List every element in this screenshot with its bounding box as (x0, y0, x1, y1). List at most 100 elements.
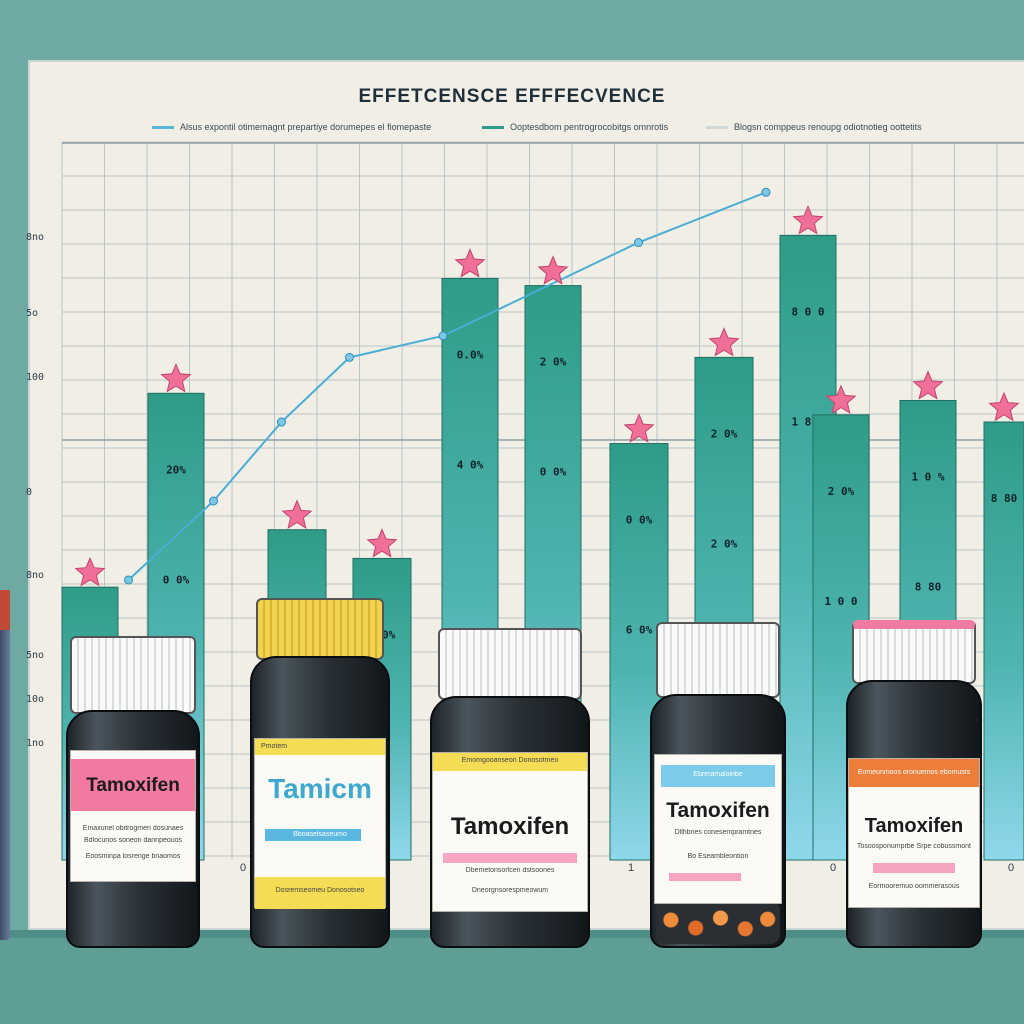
legend-label: Ooptesdbom pentrogrocobitgs omnrotis (510, 122, 669, 132)
label-fine-print: Bo Eseambleontion (687, 853, 749, 860)
bar-data-label: 0 0% (626, 514, 653, 527)
label-fine-print: Dllhbnes conesempramtnes (674, 829, 762, 836)
label-fine-print: Eoosminpa losrenge bnaomos (85, 853, 181, 860)
label-fine-print: Dneorgnsorespmeowum (471, 887, 549, 894)
star-marker (825, 384, 857, 415)
medicine-bottle: Eomeunmoos oronuemos ebomusts Tamoxifen … (846, 620, 982, 948)
pills (656, 904, 780, 944)
label-fine-print: Bdlocunos soneon dannpeouos (83, 837, 183, 844)
bottle-label: Ebreramaloinbe Tamoxifen Dllhbnes conese… (654, 754, 782, 904)
brand-name: Tamoxifen (864, 815, 964, 837)
y-tick-label: 10o (26, 694, 45, 705)
bottle-label: Tamoxifen Emaxunel obitrogmen dosunaes B… (70, 750, 196, 882)
trend-point (209, 496, 218, 506)
bar-data-label: 8 80 (991, 492, 1018, 505)
bar-data-label: 2 0% (540, 356, 567, 369)
label-fine-print: Eormooremuo oommerasous (868, 883, 960, 890)
medicine-bottle: Tamoxifen Emaxunel obitrogmen dosunaes B… (66, 636, 200, 948)
brand-name: Tamoxifen (666, 799, 770, 822)
trend-point (761, 187, 771, 197)
legend-swatch (152, 126, 174, 130)
y-tick-label: 5o (26, 308, 39, 319)
label-fine-print: Dbemetonsorlcen dstsoones (465, 867, 555, 874)
bar-data-label: 8 0 0 (791, 305, 824, 318)
star-marker (74, 556, 106, 587)
bar-data-label: 4 0% (457, 458, 484, 471)
label-fine-print: Ebreramaloinbe (693, 771, 743, 778)
label-fine-print: Emaxunel obitrogmen dosunaes (82, 825, 184, 832)
medicine-bottle: Ebreramaloinbe Tamoxifen Dllhbnes conese… (650, 622, 786, 948)
legend-item-2: Ooptesdbom pentrogrocobitgs omnrotis (482, 122, 668, 132)
trend-point (634, 238, 643, 248)
y-tick-label: 0 (26, 487, 33, 498)
legend-item-1: Alsus expontil otimemagnt prepartiye dor… (152, 122, 431, 132)
star-marker (366, 528, 398, 558)
label-band (661, 765, 775, 787)
brand-name: Tamicm (268, 773, 372, 804)
bar-data-label: 2 0% (828, 485, 855, 498)
bar-data-label: 0 0% (540, 466, 567, 479)
brand-name: Tamoxifen (86, 775, 180, 796)
y-tick-label: 8no (26, 570, 45, 581)
label-fine-print: Bboaselsaseumo (293, 831, 347, 838)
trend-point (277, 417, 286, 427)
brand-name: Tamoxifen (450, 813, 570, 840)
star-marker (454, 248, 486, 278)
y-tick-label: 100 (26, 372, 45, 383)
bar-data-label: 2 0% (711, 427, 738, 440)
label-band (849, 759, 979, 787)
label-fine-print: Tosoosponumprbe Srpe cobussmont (856, 843, 971, 850)
label-band (71, 759, 195, 811)
bar-data-label: 0.0% (457, 348, 484, 361)
legend-item-3: Blogsn comppeus renoupg odiotnotieg oott… (706, 122, 922, 132)
legend-swatch (482, 126, 504, 130)
medicine-bottle: Pmotem Tamicm Bboaselsaseumo Dosremseome… (250, 598, 390, 948)
y-tick-label: 1no (26, 738, 45, 749)
label-band (443, 853, 577, 863)
side-bottle (0, 590, 10, 940)
star-marker (281, 499, 313, 529)
y-tick-label: 5no (26, 650, 45, 661)
bottle-label: Emomgooanseon Donosotmeo Tamoxifen Dbeme… (432, 752, 588, 912)
bar-data-label: 0 0% (163, 573, 190, 586)
label-band (255, 877, 385, 909)
star-marker (912, 370, 944, 400)
label-fine-print: Emomgooanseon Donosotmeo (461, 757, 559, 764)
bar-data-label: 1 0 % (911, 470, 944, 483)
x-tick-label: 0 (240, 862, 247, 874)
star-marker (988, 391, 1020, 422)
bottle-cap (438, 628, 582, 700)
bottle-cap (70, 636, 196, 714)
star-marker (792, 205, 824, 235)
trend-point (438, 331, 448, 341)
label-band (873, 863, 955, 873)
label-fine-print: Eomeunmoos oronuemos ebomusts (857, 769, 971, 776)
legend-label: Blogsn comppeus renoupg odiotnotieg oott… (734, 122, 922, 132)
label-fine-print: Pmotem (261, 743, 288, 750)
bar-data-label: 8 80 (915, 580, 942, 593)
star-marker (708, 327, 740, 357)
bar-data-label: 2 0% (711, 537, 738, 550)
bottle-label: Pmotem Tamicm Bboaselsaseumo Dosremseome… (254, 738, 386, 909)
x-tick-label: 0 (1008, 862, 1015, 874)
y-tick-label: 8no (26, 232, 45, 243)
x-tick-label: 1 (628, 862, 635, 874)
chart-title: EFFETCENSCE EFFFECVENCE (358, 86, 666, 107)
bottle-label: Eomeunmoos oronuemos ebomusts Tamoxifen … (848, 758, 980, 908)
bottle-cap (656, 622, 780, 698)
x-tick-label: 0 (830, 862, 837, 874)
star-marker (623, 413, 655, 443)
label-band (669, 873, 741, 881)
medicine-bottle: Emomgooanseon Donosotmeo Tamoxifen Dbeme… (430, 628, 590, 948)
bar-data-label: 1 0 0 (824, 595, 857, 608)
label-fine-print: Dosremseomeu Donosotseo (275, 887, 365, 894)
legend-label: Alsus expontil otimemagnt prepartiye dor… (180, 122, 432, 132)
label-band (265, 829, 361, 841)
label-band (433, 753, 587, 771)
star-marker (537, 255, 569, 285)
bottle-cap (256, 598, 384, 660)
bottle-cap (852, 620, 976, 684)
trend-point (345, 352, 354, 362)
bar (983, 421, 1024, 861)
label-band (255, 739, 385, 755)
